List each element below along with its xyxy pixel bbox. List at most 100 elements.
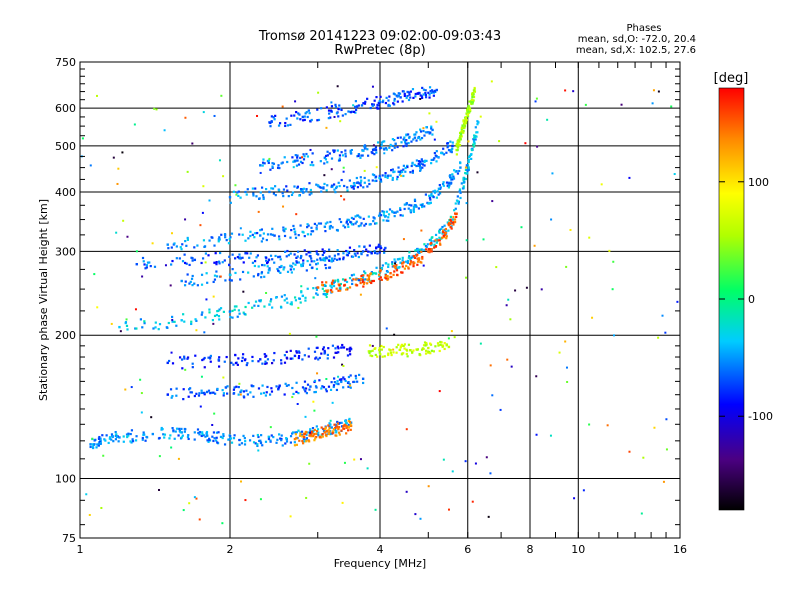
echo-point [234, 353, 237, 357]
echo-point [287, 254, 290, 257]
echo-point [344, 422, 348, 425]
echo-point [439, 186, 442, 189]
echo-point [252, 275, 255, 278]
y-tick-label: 300 [55, 245, 76, 258]
echo-point [435, 238, 438, 241]
echo-point [228, 255, 231, 258]
echo-point [476, 123, 479, 126]
echo-point [263, 305, 266, 308]
echo-point [237, 309, 241, 312]
echo-point [662, 480, 665, 483]
echo-point [428, 194, 431, 197]
echo-point [321, 248, 324, 251]
echo-point [363, 176, 366, 180]
echo-point [302, 119, 305, 122]
echo-point [356, 252, 359, 255]
echo-point [408, 251, 411, 254]
echo-point [382, 214, 386, 217]
echo-point [114, 430, 117, 434]
echo-point [429, 352, 432, 355]
echo-point [391, 178, 394, 181]
echo-point [261, 237, 265, 240]
echo-point [325, 126, 328, 129]
echo-point [429, 198, 432, 201]
echo-point [405, 490, 408, 493]
echo-point [384, 175, 387, 179]
echo-point [195, 497, 198, 500]
echo-point [351, 255, 355, 258]
echo-point [455, 143, 459, 146]
echo-point [388, 208, 392, 211]
echo-point [300, 433, 304, 436]
echo-point [340, 108, 343, 112]
echo-point [272, 116, 275, 119]
echo-point [450, 178, 453, 181]
echo-point [389, 272, 392, 275]
echo-point [180, 431, 183, 434]
echo-point [363, 169, 366, 172]
echo-point [341, 425, 344, 428]
echo-point [141, 326, 144, 329]
echo-point [442, 184, 445, 187]
echo-point [254, 442, 257, 445]
echo-point [316, 108, 319, 111]
echo-point [266, 233, 270, 236]
echo-point [340, 178, 343, 182]
echo-point [207, 437, 211, 440]
echo-point [260, 228, 264, 231]
echo-point [216, 441, 219, 444]
echo-point [472, 89, 475, 92]
echo-point [300, 264, 303, 268]
echo-point [313, 391, 316, 394]
echo-point [373, 250, 376, 253]
echo-point [212, 280, 215, 284]
echo-point [321, 287, 324, 290]
echo-point [421, 255, 424, 259]
echo-point [245, 193, 248, 196]
echo-point [328, 227, 331, 230]
echo-point [430, 127, 433, 130]
echo-point [181, 260, 185, 263]
echo-point [395, 264, 398, 267]
echo-point [430, 248, 433, 251]
echo-point [331, 401, 334, 404]
echo-point [416, 92, 419, 95]
echo-point [373, 173, 376, 177]
echo-point [215, 439, 218, 442]
echo-point [334, 428, 337, 431]
echo-point [369, 350, 372, 353]
echo-point [316, 432, 319, 435]
echo-point [187, 434, 190, 437]
echo-point [363, 245, 366, 248]
echo-point [325, 292, 329, 296]
echo-point [354, 215, 357, 218]
echo-point [325, 189, 328, 192]
echo-point [130, 429, 134, 432]
echo-point [300, 254, 303, 258]
echo-point [187, 437, 190, 441]
echo-point [366, 282, 369, 285]
echo-point [330, 381, 333, 384]
echo-point [340, 380, 343, 384]
echo-point [393, 139, 396, 142]
echo-point [360, 277, 363, 281]
echo-point [202, 434, 205, 437]
echo-point [201, 257, 205, 260]
echo-point [333, 150, 336, 154]
echo-point [325, 377, 328, 380]
echo-point [191, 362, 194, 365]
echo-point [418, 248, 422, 251]
echo-point [172, 429, 175, 432]
echo-point [224, 386, 227, 389]
echo-point [358, 279, 361, 282]
echo-point [467, 158, 470, 162]
echo-point [367, 276, 371, 279]
echo-point [225, 239, 228, 242]
echo-point [174, 430, 177, 433]
echo-point [362, 186, 365, 189]
echo-point [403, 267, 406, 270]
echo-point [421, 257, 424, 260]
echo-point [417, 136, 420, 140]
echo-point [218, 238, 221, 241]
echo-point [126, 235, 129, 238]
